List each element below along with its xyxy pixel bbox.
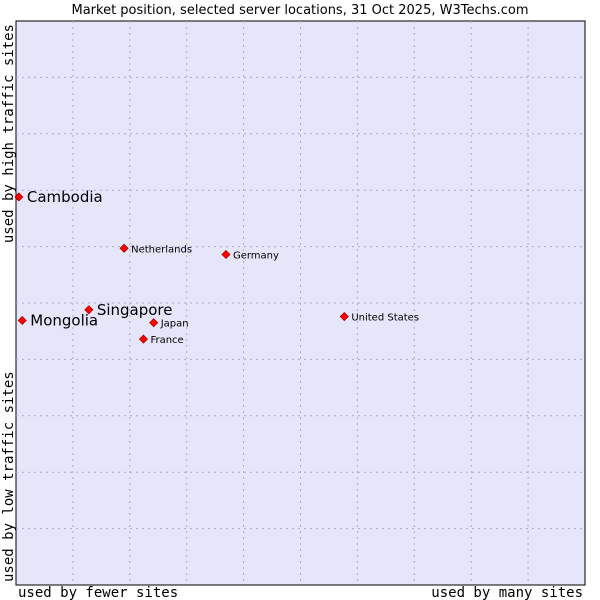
data-label-germany: Germany: [233, 250, 279, 261]
x-axis-label-left: used by fewer sites: [18, 585, 178, 600]
data-point-singapore: [84, 305, 94, 315]
data-point-japan: [149, 318, 159, 328]
data-point-germany: [221, 249, 231, 260]
data-point-united-states: [339, 311, 349, 322]
y-axis-label-bottom: used by low traffic sites: [1, 371, 17, 582]
data-point-netherlands: [119, 243, 129, 253]
data-point-france: [138, 334, 149, 344]
data-label-singapore: Singapore: [97, 301, 173, 319]
data-point-cambodia: [14, 192, 24, 202]
x-axis-label-right: used by many sites: [431, 585, 583, 600]
data-label-japan: Japan: [160, 319, 189, 330]
data-point-mongolia: [17, 315, 27, 326]
data-label-united-states: United States: [351, 313, 419, 324]
data-points: Cambodia Netherlands Germany SingaporeMongo…: [14, 188, 419, 346]
chart-title: Market position, selected server locatio…: [71, 3, 528, 18]
y-axis-label-top: used by high traffic sites: [1, 24, 17, 243]
data-label-mongolia: Mongolia: [30, 311, 98, 329]
data-label-netherlands: Netherlands: [131, 244, 192, 255]
data-label-france: France: [150, 335, 183, 346]
data-label-cambodia: Cambodia: [27, 188, 103, 206]
grid-lines: [16, 21, 585, 585]
